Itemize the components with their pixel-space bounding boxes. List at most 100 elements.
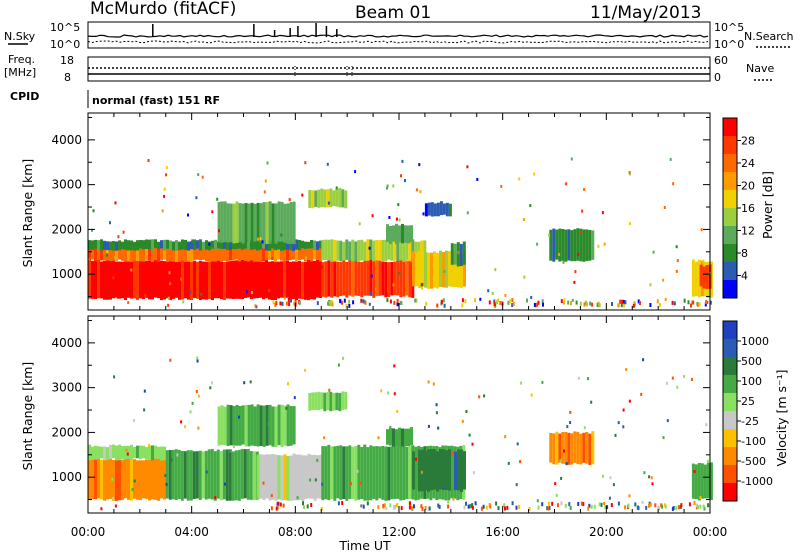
velocity-cell — [345, 446, 349, 501]
velocity-cell — [372, 446, 376, 499]
velocity-cell — [402, 444, 406, 500]
power-ground-speckle — [632, 303, 635, 308]
velocity-cell — [259, 405, 263, 446]
velocity-cell — [558, 433, 562, 463]
power-speckle — [114, 201, 117, 205]
power-speckle — [197, 173, 200, 177]
velocity-cell — [384, 446, 388, 501]
power-speckle — [702, 259, 705, 263]
power-speckle — [518, 177, 521, 181]
velocity-cell — [283, 454, 287, 501]
x-tick-label: 16:00 — [485, 525, 520, 539]
power-speckle — [216, 197, 219, 201]
velocity-speckle — [196, 356, 199, 360]
power-ground-speckle — [294, 300, 297, 304]
y-tick-label: 3000 — [51, 178, 82, 192]
velocity-ground-speckle — [393, 505, 396, 510]
velocity-ground-speckle — [648, 503, 650, 508]
velocity-cell — [220, 405, 224, 445]
velocity-speckle — [577, 376, 580, 380]
power-cell — [445, 202, 449, 217]
velocity-speckle — [285, 406, 288, 410]
velocity-cell — [292, 406, 296, 445]
velocity-cell — [228, 449, 232, 501]
velocity-speckle — [452, 497, 455, 501]
power-cell — [445, 250, 448, 288]
power-speckle — [163, 194, 166, 198]
velocity-speckle — [267, 422, 270, 426]
velocity-cell — [320, 392, 324, 410]
power-speckle — [466, 211, 469, 215]
velocity-cell — [396, 446, 400, 499]
power-ground-speckle — [293, 301, 296, 306]
velocity-ground-speckle — [506, 505, 509, 510]
power-ground-speckle — [687, 300, 690, 305]
velocity-cell — [103, 446, 106, 461]
velocity-cell — [424, 450, 427, 490]
power-speckle — [169, 282, 172, 286]
x-axis-label: Time UT — [338, 538, 391, 553]
velocity-colorbar-tick-label: -25 — [741, 415, 759, 428]
velocity-cell — [286, 404, 290, 447]
power-cell — [591, 230, 595, 260]
power-colorbar-swatch — [723, 118, 737, 136]
power-cell — [415, 252, 418, 287]
power-speckle — [105, 253, 108, 257]
velocity-cell — [165, 450, 169, 499]
power-ground-speckle — [348, 299, 351, 304]
velocity-colorbar-label: Velocity [m s⁻¹] — [774, 369, 789, 466]
velocity-ground-speckle — [395, 503, 398, 508]
power-cell — [247, 240, 250, 250]
power-colorbar-swatch — [723, 190, 737, 208]
velocity-cell — [253, 406, 257, 447]
power-cell — [148, 245, 151, 261]
power-cell — [423, 240, 427, 261]
power-cell — [166, 239, 169, 249]
power-ground-speckle — [560, 299, 563, 304]
power-cell — [308, 190, 312, 208]
power-cell — [163, 261, 166, 300]
power-speckle — [570, 157, 573, 161]
velocity-colorbar: -1000 -500 -100 -25 25 100 500 1000 — [722, 320, 773, 502]
power-speckle — [504, 293, 507, 297]
velocity-ground-speckle — [389, 503, 392, 508]
power-cell — [327, 239, 331, 261]
power-cell — [130, 240, 133, 251]
power-cell — [151, 239, 154, 251]
power-speckle — [392, 283, 395, 287]
power-speckle — [266, 161, 269, 165]
power-colorbar: 4 8 12 16 20 24 28 — [722, 117, 755, 299]
power-cell — [241, 245, 244, 260]
x-tick-label: 04:00 — [174, 525, 209, 539]
velocity-ground-speckle — [590, 504, 593, 509]
velocity-ground-speckle — [411, 506, 413, 511]
power-ground-speckle — [331, 300, 334, 305]
velocity-cell — [121, 446, 124, 460]
velocity-speckle — [451, 452, 454, 456]
velocity-speckle — [693, 470, 696, 473]
velocity-speckle — [603, 501, 606, 505]
power-cell — [265, 245, 268, 261]
velocity-cell — [124, 458, 127, 499]
power-ground-speckle — [396, 298, 399, 303]
power-cell — [386, 224, 389, 242]
power-ground-speckle — [443, 303, 446, 308]
power-cell — [430, 202, 434, 217]
power-cell — [229, 245, 232, 261]
power-speckle — [669, 157, 672, 161]
power-cell — [175, 244, 178, 262]
power-speckle — [421, 286, 423, 290]
velocity-cell — [389, 428, 392, 446]
power-cell — [226, 262, 229, 299]
power-cell — [433, 251, 436, 288]
power-speckle — [88, 257, 91, 261]
y-tick-label: 3000 — [51, 381, 82, 395]
power-speckle — [663, 206, 666, 209]
power-speckle — [479, 297, 482, 301]
velocity-speckle — [563, 449, 565, 453]
power-ground-speckle — [697, 302, 699, 307]
power-cell — [410, 225, 413, 243]
power-cell — [412, 250, 415, 287]
power-cell — [304, 241, 307, 249]
velocity-cell — [289, 455, 293, 501]
